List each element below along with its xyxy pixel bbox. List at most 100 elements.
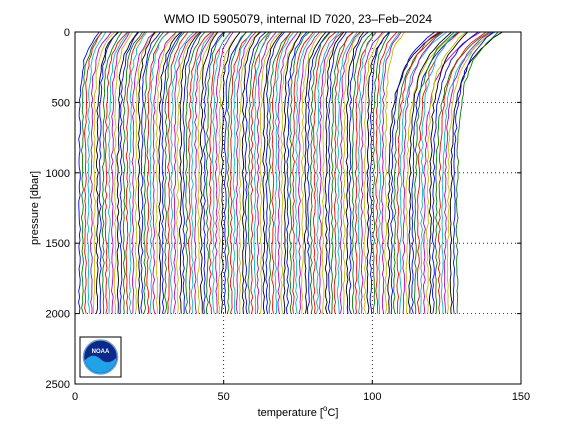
x-axis-label-degree: o xyxy=(323,404,328,413)
profile-line xyxy=(306,31,330,314)
profile-line xyxy=(161,31,183,314)
y-ticks: 0 500 1000 1500 2000 2500 xyxy=(46,27,521,391)
profile-line xyxy=(446,31,494,314)
profile-line xyxy=(164,31,186,314)
profile-line xyxy=(399,31,448,314)
profile-line xyxy=(140,31,161,314)
profile-line xyxy=(301,31,323,314)
profile-line xyxy=(143,31,165,314)
profile-line xyxy=(92,31,116,314)
profile-line xyxy=(390,31,436,314)
profile-line xyxy=(235,31,257,314)
profile-line xyxy=(369,31,390,314)
profile-line xyxy=(417,31,460,314)
profile-line xyxy=(223,31,247,314)
profile-line xyxy=(289,31,310,314)
profile-line xyxy=(211,31,231,314)
profile-line xyxy=(312,31,337,314)
profile-line xyxy=(441,31,496,314)
profile-line xyxy=(185,31,206,314)
profile-line xyxy=(170,31,195,314)
profile-line xyxy=(318,31,343,314)
profile-line xyxy=(384,31,405,314)
profiles xyxy=(78,31,503,314)
profile-line xyxy=(244,31,267,314)
profile-line xyxy=(262,31,283,314)
profile-line xyxy=(420,31,458,314)
profile-line xyxy=(247,31,270,314)
profile-line xyxy=(84,31,103,314)
profile-line xyxy=(298,31,320,314)
profile-line xyxy=(194,31,215,314)
profile-line xyxy=(191,31,214,314)
profile-line xyxy=(80,31,103,314)
profile-line xyxy=(158,31,182,314)
profile-line xyxy=(110,31,130,314)
profile-line xyxy=(232,31,253,314)
profile-line xyxy=(348,31,369,314)
profile-line xyxy=(104,31,128,314)
profile-line xyxy=(217,31,241,314)
profile-line xyxy=(268,31,292,314)
profile-line xyxy=(393,31,442,314)
profile-line xyxy=(86,31,107,314)
profile-line xyxy=(253,31,272,314)
profile-line xyxy=(131,31,156,314)
profile-line xyxy=(327,31,347,314)
profile-line xyxy=(259,31,282,314)
profile-line xyxy=(226,31,247,314)
profile-line xyxy=(437,31,487,314)
profile-line xyxy=(315,31,340,314)
y-tick-label: 1500 xyxy=(46,238,70,250)
profile-line xyxy=(339,31,361,314)
profile-line xyxy=(152,31,177,314)
profile-line xyxy=(98,31,119,314)
grid xyxy=(75,32,521,384)
profile-line xyxy=(408,31,452,314)
profile-line xyxy=(428,31,469,314)
profile-line xyxy=(330,31,354,314)
profile-line xyxy=(378,31,400,314)
profile-line xyxy=(333,31,354,314)
profile-line xyxy=(283,31,302,314)
profile-line xyxy=(176,31,199,314)
profile-line xyxy=(414,31,455,314)
profile-line xyxy=(220,31,241,314)
profile-line xyxy=(396,31,440,314)
profile-line xyxy=(342,31,362,314)
profile-line xyxy=(95,31,120,314)
profile-line xyxy=(381,31,402,314)
profile-line xyxy=(155,31,177,314)
profile-line xyxy=(336,31,358,314)
profile-line xyxy=(128,31,147,314)
profile-line xyxy=(149,31,169,314)
profile-line xyxy=(426,31,467,314)
profile-line xyxy=(187,31,212,314)
profile-line xyxy=(199,31,219,314)
profile-line xyxy=(363,31,386,314)
profile-line xyxy=(286,31,308,314)
profile-line xyxy=(309,31,331,314)
profile-line xyxy=(205,31,226,314)
y-axis-label: pressure [dbar] xyxy=(29,171,41,245)
x-tick-label: 100 xyxy=(363,391,381,403)
profile-line xyxy=(113,31,134,314)
profile-line xyxy=(179,31,201,314)
profile-line xyxy=(125,31,146,314)
chart-title: WMO ID 5905079, internal ID 7020, 23–Feb… xyxy=(164,12,432,26)
profile-line xyxy=(431,31,479,314)
x-axis-label: temperature [oC] xyxy=(258,404,339,419)
profile-line xyxy=(455,31,499,314)
profile-line xyxy=(277,31,299,314)
profile-line xyxy=(360,31,384,314)
profile-line xyxy=(434,31,490,314)
y-tick-label: 2500 xyxy=(46,379,70,391)
profile-line xyxy=(134,31,158,314)
profile-line xyxy=(116,31,139,314)
profile-line xyxy=(241,31,261,314)
profile-line xyxy=(387,31,441,314)
profile-line xyxy=(265,31,286,314)
plot-frame xyxy=(74,31,522,385)
profile-line xyxy=(372,31,391,314)
